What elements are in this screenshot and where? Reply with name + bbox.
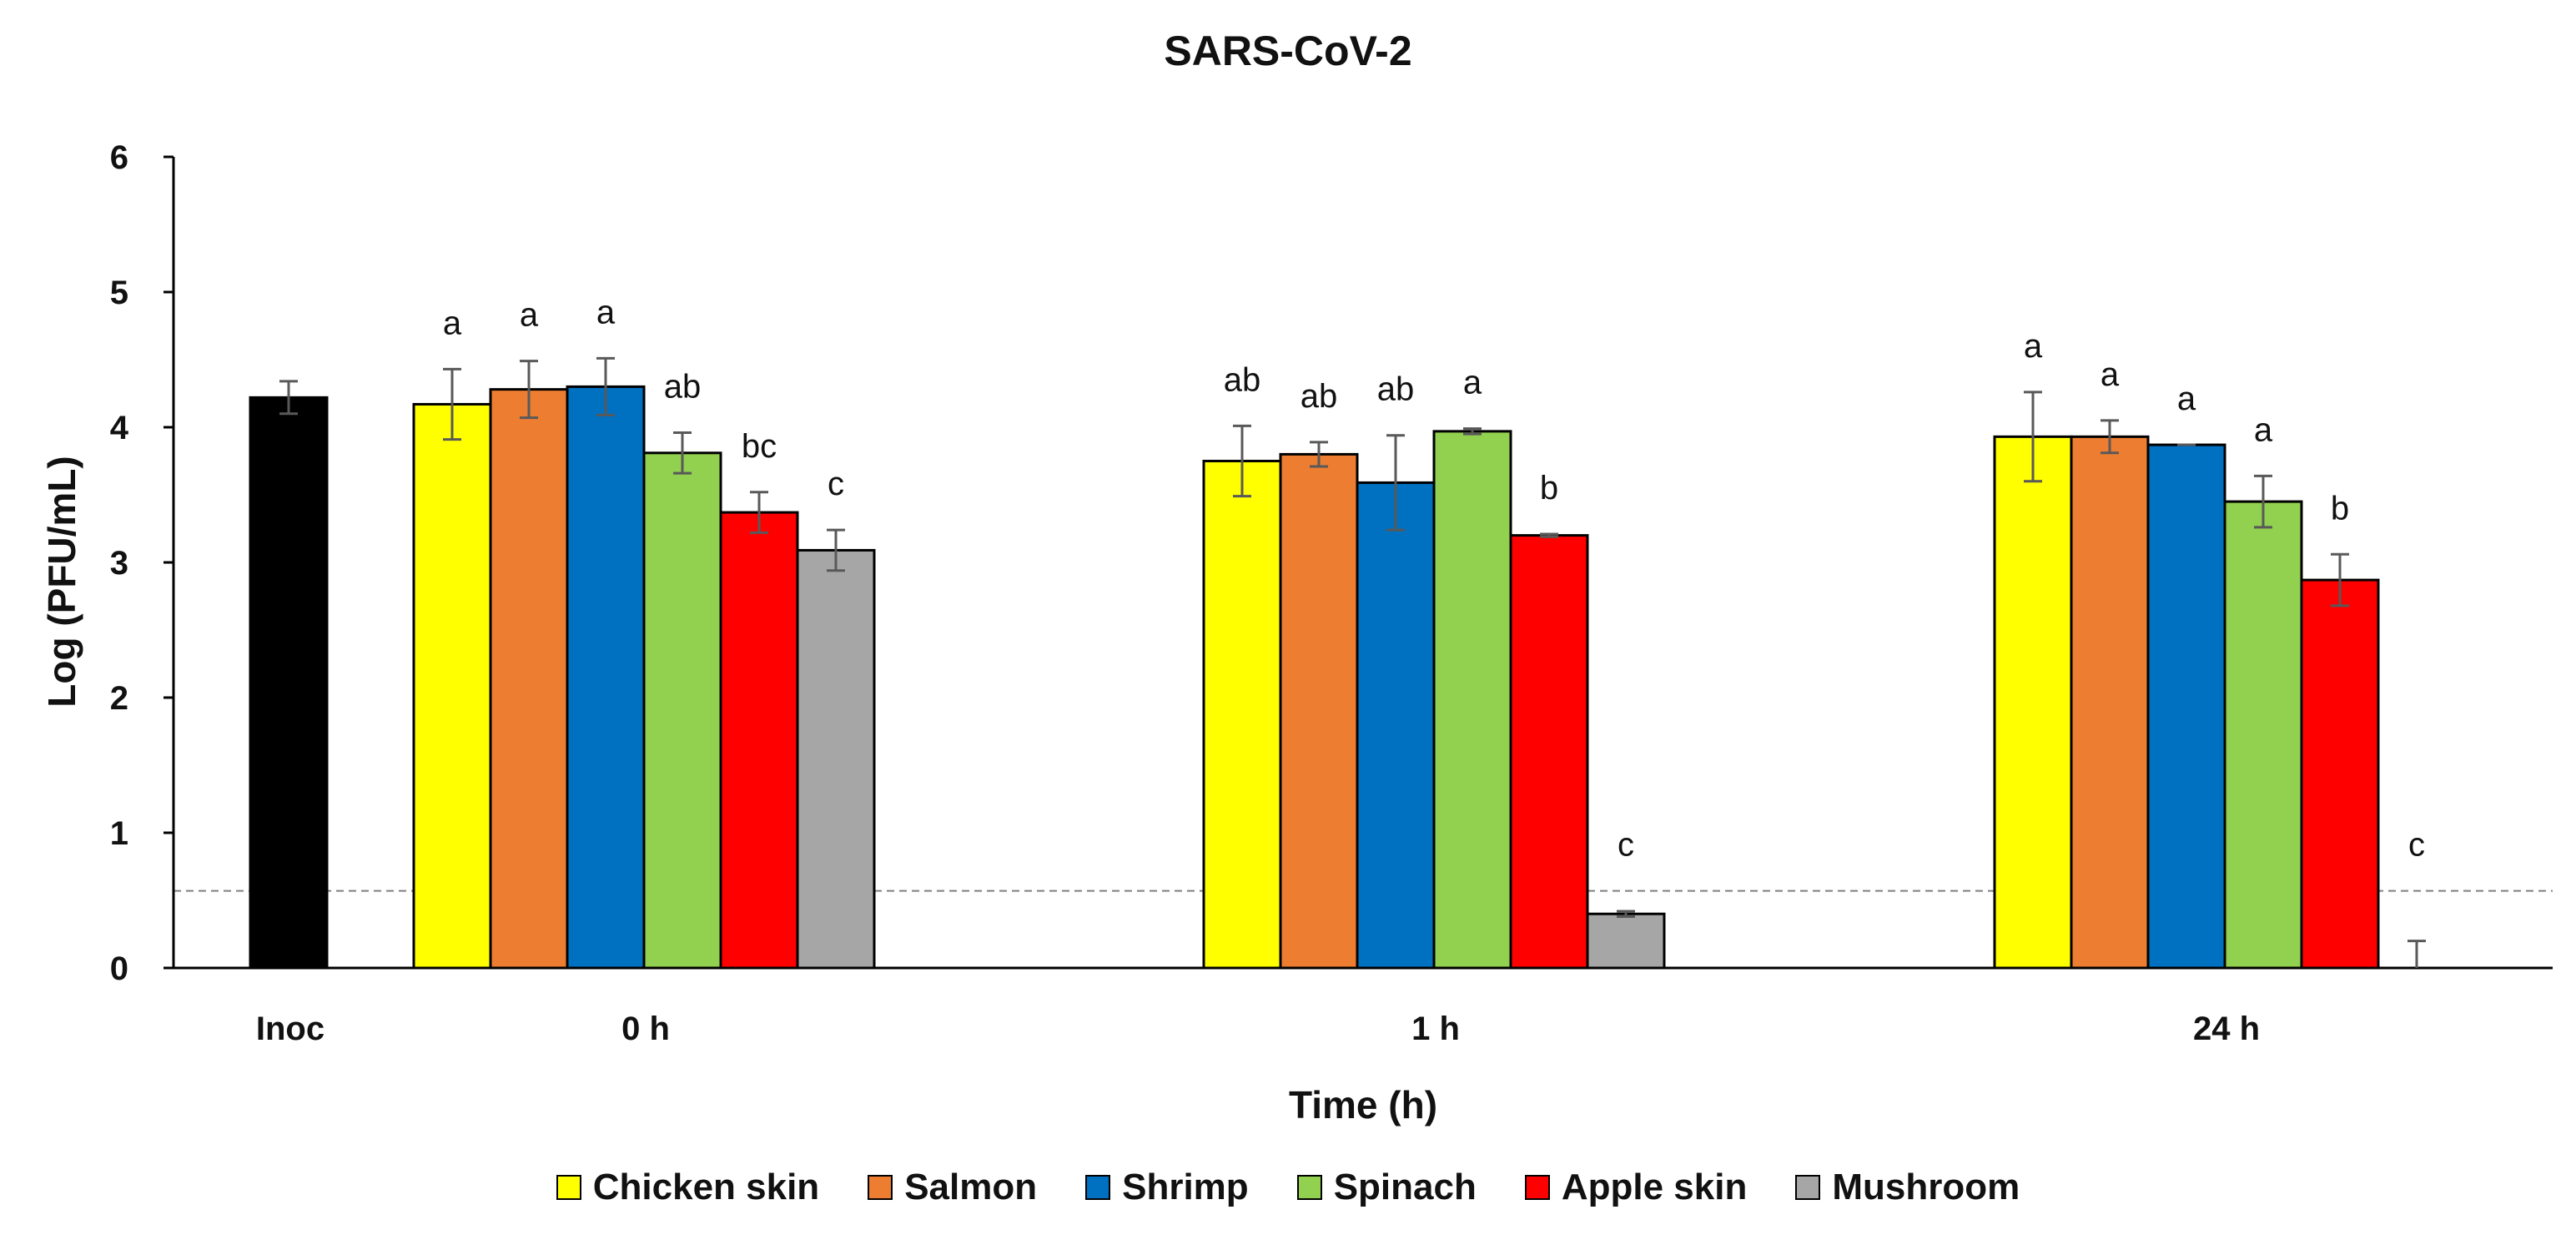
bar-salmon-24h [2070,435,2150,970]
legend-item-salmon: Salmon [868,1167,1037,1208]
bar-chicken-skin-24h [1993,435,2073,970]
x-tick-label-inoc: Inoc [256,1011,325,1047]
x-tick-label: 24 h [2193,1011,2260,1047]
bar-spinach-1h [1432,430,1512,970]
significance-letter: b [2331,490,2349,527]
legend-item-mushroom: Mushroom [1795,1167,2020,1208]
significance-letter: c [1618,827,1634,864]
bar-apple-skin-1h [1509,534,1589,970]
significance-letter: a [2254,411,2273,448]
legend-label: Shrimp [1122,1167,1249,1207]
significance-letter: c [2408,827,2425,864]
bar-spinach-0h [642,451,722,970]
y-tick-label: 5 [110,275,128,311]
significance-letter: b [1540,470,1558,507]
bar-salmon-0h [489,388,569,970]
chart-title: SARS-CoV-2 [1164,28,1412,74]
bar-mushroom-1h [1586,912,1666,970]
legend-item-spinach: Spinach [1296,1167,1477,1208]
x-tick-label: 0 h [621,1011,670,1047]
significance-letter: a [596,294,616,330]
bar-inoc [249,396,329,970]
significance-letter: a [2024,328,2043,365]
bar-mushroom-0h [796,548,876,970]
y-tick-label: 2 [110,680,128,717]
significance-letter: a [1463,365,1482,401]
legend-swatch [1795,1175,1821,1200]
significance-letter: c [828,466,844,502]
legend-label: Apple skin [1561,1167,1748,1207]
legend-swatch [556,1175,581,1200]
x-axis-title: Time (h) [1289,1083,1437,1127]
significance-letter: ab [1377,371,1415,408]
significance-letter: a [2177,381,2196,417]
bar-shrimp-0h [566,385,646,970]
legend-label: Mushroom [1832,1167,2020,1207]
bar-salmon-1h [1279,452,1359,970]
significance-letter: ab [664,368,702,405]
bar-apple-skin-24h [2300,578,2380,970]
y-axis-title: Log (PFU/mL) [40,456,83,708]
bar-apple-skin-0h [719,511,799,970]
y-tick-label: 3 [110,545,128,582]
bar-chicken-skin-1h [1202,460,1282,970]
legend-swatch [1085,1175,1111,1200]
legend-label: Salmon [904,1167,1038,1207]
legend-label: Spinach [1333,1167,1477,1207]
x-tick-label: 1 h [1411,1011,1460,1047]
y-tick-label: 1 [110,815,128,852]
bar-chicken-skin-0h [412,402,492,970]
bar-shrimp-1h [1356,481,1436,970]
legend-swatch [1296,1175,1322,1200]
significance-letter: a [443,305,462,341]
legend-item-chicken-skin: Chicken skin [556,1167,819,1208]
legend-label: Chicken skin [592,1167,820,1207]
y-tick-label: 4 [110,410,129,446]
bar-spinach-24h [2223,500,2303,970]
significance-letter: ab [1224,361,1261,398]
chart-legend: Chicken skin Salmon Shrimp Spinach Apple ski… [0,1167,2576,1208]
significance-letter: ab [1301,378,1338,415]
significance-letter: a [2101,356,2120,393]
legend-swatch [868,1175,893,1200]
y-tick-label: 0 [110,950,128,987]
legend-item-apple-skin: Apple skin [1524,1167,1748,1208]
y-tick-label: 6 [110,139,128,176]
bar-shrimp-24h [2146,443,2226,970]
significance-letter: a [520,297,539,334]
legend-item-shrimp: Shrimp [1085,1167,1249,1208]
legend-swatch [1524,1175,1550,1200]
significance-letter: bc [742,428,777,465]
